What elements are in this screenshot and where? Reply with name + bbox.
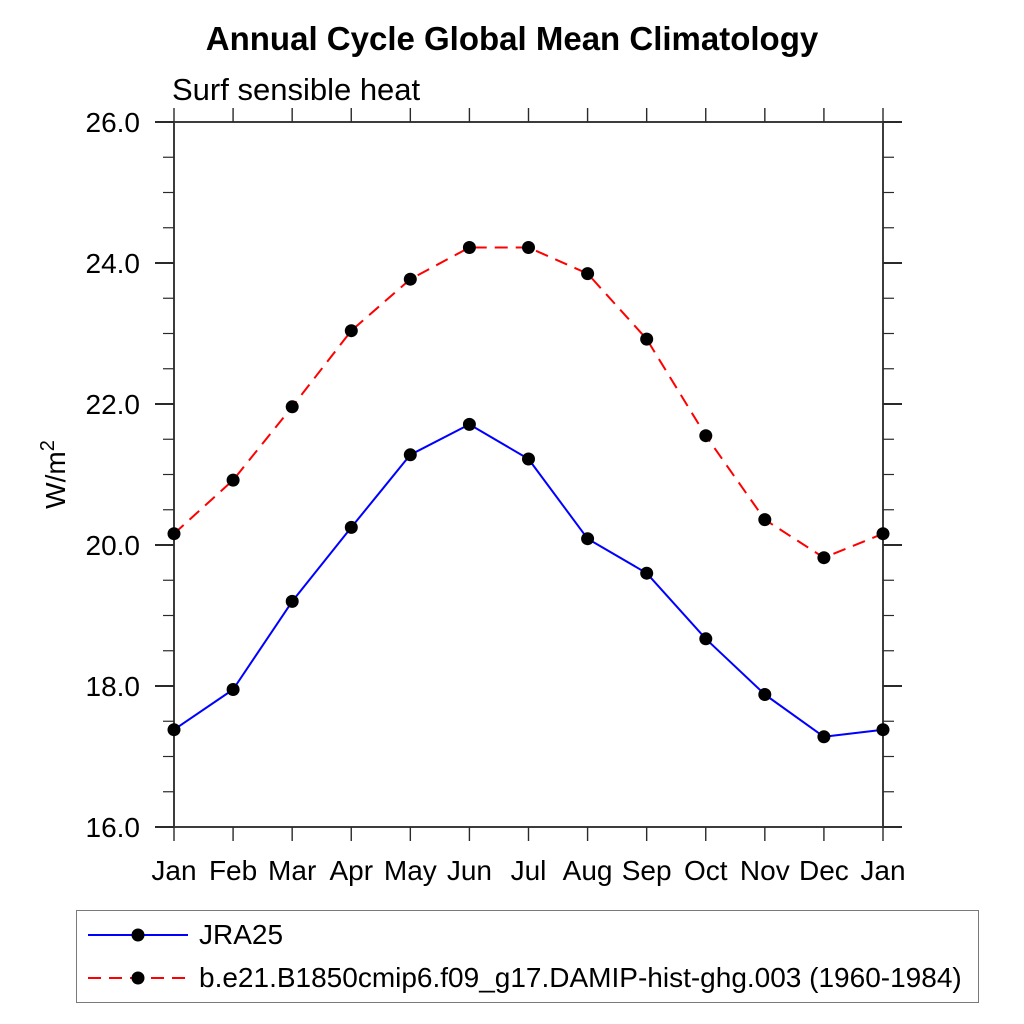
svg-text:Apr: Apr (329, 855, 373, 886)
svg-text:Feb: Feb (209, 855, 257, 886)
svg-text:Nov: Nov (740, 855, 790, 886)
legend-item-model: b.e21.B1850cmip6.f09_g17.DAMIP-hist-ghg.… (82, 959, 978, 997)
chart-subtitle: Surf sensible heat (172, 72, 421, 107)
svg-text:20.0: 20.0 (86, 530, 141, 561)
svg-text:18.0: 18.0 (86, 671, 141, 702)
svg-text:16.0: 16.0 (86, 812, 141, 843)
svg-text:May: May (384, 855, 437, 886)
svg-text:Sep: Sep (622, 855, 672, 886)
legend-label-model: b.e21.B1850cmip6.f09_g17.DAMIP-hist-ghg.… (199, 962, 962, 993)
svg-text:Mar: Mar (268, 855, 316, 886)
svg-text:Jul: Jul (511, 855, 547, 886)
plot-area: Jan Feb Mar Apr May Jun Jul Aug Sep Oct Nov Dec Jan 1… (37, 107, 906, 886)
svg-text:26.0: 26.0 (86, 107, 141, 138)
svg-text:Jun: Jun (447, 855, 492, 886)
svg-text:Jan: Jan (860, 855, 905, 886)
legend-item-jra25: JRA25 (82, 916, 978, 954)
chart-title: Annual Cycle Global Mean Climatology (205, 20, 819, 57)
svg-text:Aug: Aug (563, 855, 613, 886)
svg-text:Oct: Oct (684, 855, 728, 886)
svg-text:22.0: 22.0 (86, 389, 141, 420)
svg-text:Jan: Jan (151, 855, 196, 886)
y-axis-title: W/m2 (37, 440, 71, 509)
svg-text:24.0: 24.0 (86, 248, 141, 279)
legend-key-solid-line-icon (88, 928, 188, 942)
legend: JRA25 b.e21.B1850cmip6.f09_g17.DAMIP-his… (76, 910, 979, 1003)
legend-label-jra25: JRA25 (199, 919, 284, 950)
legend-key-dashed-line-icon (88, 971, 188, 985)
svg-text:Dec: Dec (799, 855, 849, 886)
